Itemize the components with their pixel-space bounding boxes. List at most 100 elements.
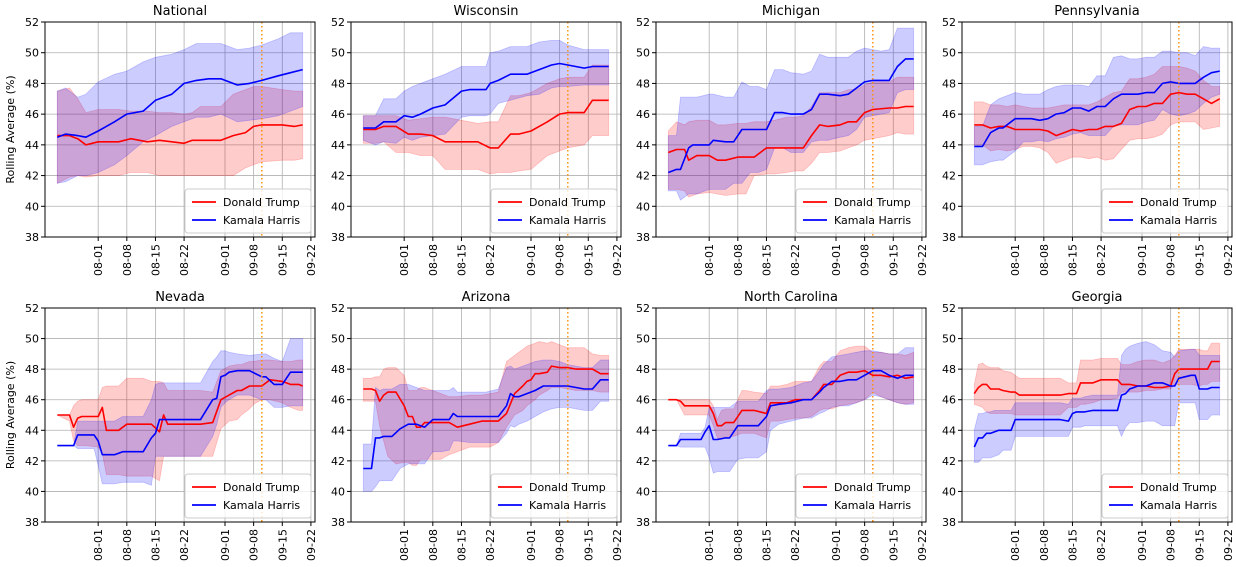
x-tick-label: 09-01 — [830, 529, 843, 561]
legend-box — [184, 473, 312, 519]
y-tick-label: 52 — [331, 302, 345, 315]
x-tick-label: 09-22 — [611, 244, 624, 276]
x-tick-label: 09-15 — [582, 529, 595, 561]
legend-box — [184, 188, 312, 234]
y-tick-label: 40 — [25, 200, 39, 213]
y-tick-label: 48 — [636, 363, 650, 376]
axes-frame — [44, 307, 316, 523]
y-tick-label: 38 — [636, 231, 650, 244]
x-tick-label: 09-08 — [554, 244, 567, 276]
y-tick-label: 38 — [331, 516, 345, 529]
subplot-north-carolina: North Carolina 38 40 42 44 46 48 50 52 08-01 08-08… — [636, 290, 929, 561]
y-tick-label: 44 — [636, 424, 650, 437]
x-tick-label: 08-08 — [121, 244, 134, 276]
trump-series-line — [363, 99, 609, 149]
x-tick-label: 08-01 — [92, 244, 105, 276]
subplot-title: North Carolina — [744, 290, 838, 305]
x-tick-label: 09-15 — [887, 244, 900, 276]
legend-box — [795, 188, 923, 234]
y-tick-label: 46 — [942, 394, 956, 407]
y-tick-label: 50 — [942, 47, 956, 60]
trump-series-line — [363, 365, 609, 428]
legend-label-trump: Donald Trump — [223, 481, 300, 494]
y-tick-label: 40 — [25, 485, 39, 498]
x-tick-label: 09-22 — [305, 244, 318, 276]
y-tick-label: 42 — [636, 170, 650, 183]
y-tick-label: 38 — [25, 231, 39, 244]
x-tick-label: 08-15 — [760, 244, 773, 276]
x-tick-label: 09-15 — [1193, 244, 1206, 276]
y-tick-label: 40 — [331, 485, 345, 498]
legend-box — [490, 188, 618, 234]
y-tick-label: 46 — [331, 394, 345, 407]
y-tick-label: 44 — [636, 139, 650, 152]
y-tick-label: 40 — [942, 200, 956, 213]
legend: Donald Trump Kamala Harris — [795, 473, 923, 519]
y-tick-label: 38 — [636, 516, 650, 529]
axes-frame — [655, 21, 927, 238]
x-tick-label: 09-22 — [916, 244, 929, 276]
legend-label-harris: Kamala Harris — [1140, 214, 1217, 227]
legend-label-harris: Kamala Harris — [529, 214, 606, 227]
y-tick-label: 44 — [331, 139, 345, 152]
trump-confidence-band — [362, 64, 610, 175]
y-tick-label: 44 — [942, 424, 956, 437]
y-axis-label: Rolling Average (%) — [4, 75, 17, 183]
x-tick-label: 08-15 — [149, 529, 162, 561]
x-tick-label: 08-01 — [1009, 244, 1022, 276]
legend-label-trump: Donald Trump — [529, 481, 606, 494]
y-tick-label: 40 — [636, 485, 650, 498]
y-tick-label: 44 — [25, 139, 39, 152]
x-tick-label: 09-08 — [248, 529, 261, 561]
x-tick-label: 09-22 — [1222, 244, 1235, 276]
y-tick-label: 48 — [636, 77, 650, 90]
x-tick-label: 08-15 — [1066, 244, 1079, 276]
x-tick-label: 09-15 — [276, 244, 289, 276]
x-tick-label: 09-01 — [525, 244, 538, 276]
subplot-title: Wisconsin — [454, 4, 519, 19]
y-tick-label: 52 — [636, 16, 650, 29]
trump-confidence-band — [973, 66, 1221, 164]
legend-box — [795, 473, 923, 519]
subplot-national: National 38 40 42 44 46 48 50 52 08-01 08-08 08-15 0… — [4, 4, 318, 276]
x-tick-label: 08-22 — [1095, 529, 1108, 561]
x-tick-label: 08-08 — [1038, 529, 1051, 561]
x-tick-label: 09-22 — [916, 529, 929, 561]
subplot-michigan: Michigan 38 40 42 44 46 48 50 52 08-01 08-08 08-15 0… — [636, 4, 929, 276]
y-tick-label: 46 — [331, 108, 345, 121]
subplot-title: Nevada — [155, 290, 205, 305]
y-tick-label: 40 — [636, 200, 650, 213]
subplot-title: Arizona — [462, 290, 511, 305]
y-tick-label: 42 — [942, 455, 956, 468]
legend-label-harris: Kamala Harris — [529, 499, 606, 512]
y-tick-label: 38 — [942, 231, 956, 244]
legend-label-harris: Kamala Harris — [1140, 499, 1217, 512]
trump-series-line — [57, 124, 303, 146]
legend: Donald Trump Kamala Harris — [795, 188, 923, 234]
axes-frame — [44, 21, 316, 238]
x-tick-label: 09-08 — [248, 244, 261, 276]
subplot-pennsylvania: Pennsylvania 38 40 42 44 46 48 50 52 08-01 08-08 08… — [942, 4, 1235, 276]
y-tick-label: 48 — [942, 77, 956, 90]
subplot-nevada: Nevada 38 40 42 44 46 48 50 52 08-01 08-08 08-15 08-… — [4, 290, 318, 561]
y-tick-label: 44 — [331, 424, 345, 437]
y-tick-label: 42 — [25, 170, 39, 183]
x-tick-label: 09-08 — [859, 244, 872, 276]
x-tick-label: 09-08 — [859, 529, 872, 561]
x-tick-label: 08-15 — [149, 244, 162, 276]
x-tick-label: 08-22 — [178, 244, 191, 276]
y-tick-label: 48 — [25, 363, 39, 376]
y-tick-label: 52 — [942, 302, 956, 315]
legend-label-harris: Kamala Harris — [834, 214, 911, 227]
x-tick-label: 09-08 — [1165, 529, 1178, 561]
legend: Donald Trump Kamala Harris — [490, 188, 618, 234]
y-tick-label: 44 — [25, 424, 39, 437]
x-tick-label: 09-01 — [219, 529, 232, 561]
x-tick-label: 08-08 — [121, 529, 134, 561]
y-tick-label: 50 — [636, 333, 650, 346]
x-tick-label: 09-01 — [830, 244, 843, 276]
y-tick-label: 38 — [25, 516, 39, 529]
legend-label-trump: Donald Trump — [1140, 481, 1217, 494]
subplot-georgia: Georgia 38 40 42 44 46 48 50 52 08-01 08-08 08-15 08… — [942, 290, 1235, 561]
x-tick-label: 09-01 — [525, 529, 538, 561]
